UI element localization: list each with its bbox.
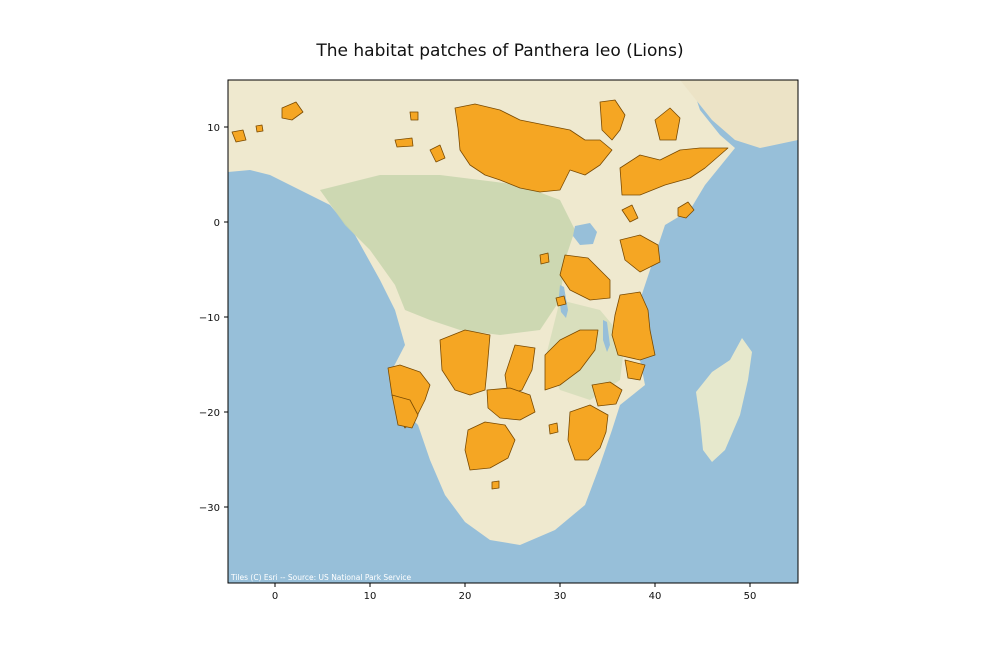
- x-axis: 0 10 20 30 40 50: [272, 583, 757, 602]
- habitat-patch-kenya: [621, 204, 639, 223]
- y-tick-label: 0: [214, 218, 220, 229]
- habitat-patch-ethiopia-north: [654, 107, 681, 141]
- lake-victoria: [573, 223, 597, 245]
- y-tick-label: 10: [207, 123, 220, 134]
- y-axis: 10 0 −10 −20 −30: [199, 123, 228, 514]
- habitat-patch-kalahari: [464, 421, 516, 471]
- habitat-patch-zambia-2: [504, 344, 536, 396]
- habitat-patch-tanzania-south: [611, 291, 656, 361]
- lake-malawi: [603, 320, 610, 352]
- habitat-patch-tanzania-north: [559, 254, 611, 301]
- habitat-patch-zimbabwe-moz: [567, 404, 609, 461]
- habitat-patch-zambia: [544, 329, 599, 391]
- x-tick-label: 30: [554, 591, 567, 602]
- habitat-patch-small-3: [255, 124, 264, 133]
- axes-frame: [227, 79, 799, 584]
- madagascar-land: [696, 338, 752, 462]
- habitat-patch-mozambique-central: [591, 381, 623, 407]
- habitat-patch-chad-west: [429, 144, 446, 163]
- habitat-patch-kenya-2: [619, 234, 661, 273]
- habitat-patch-small-2: [409, 111, 419, 121]
- x-tick-label: 40: [649, 591, 662, 602]
- habitat-patch-sudan-east: [599, 99, 626, 141]
- x-tick-label: 10: [364, 591, 377, 602]
- x-tick-label: 0: [272, 591, 278, 602]
- x-tick-label: 20: [459, 591, 472, 602]
- habitat-patch-small-5: [555, 295, 567, 307]
- y-tick-label: −10: [199, 313, 220, 324]
- habitat-patch-ethiopia-south: [619, 147, 729, 196]
- habitat-patch-mozambique-north: [624, 359, 646, 381]
- habitat-patch-small-6: [548, 422, 559, 435]
- vegetation-zone: [320, 175, 575, 335]
- arabia-land: [680, 80, 798, 148]
- habitat-patch-namibia: [391, 394, 419, 429]
- habitat-patch-small-1: [394, 137, 414, 148]
- habitat-patch-angola-east: [439, 329, 491, 396]
- map-title: The habitat patches of Panthera leo (Lio…: [316, 41, 684, 61]
- habitat-patch-small-4: [539, 252, 550, 265]
- y-tick-label: −30: [199, 503, 220, 514]
- x-tick-label: 50: [744, 591, 757, 602]
- habitat-patch-botswana: [486, 387, 536, 421]
- habitat-patch-west-africa: [231, 129, 247, 143]
- habitat-patch-niger: [281, 101, 304, 121]
- habitat-patch-somalia: [677, 201, 695, 219]
- map-attribution: Tiles (C) Esri -- Source: US National Pa…: [230, 573, 412, 582]
- habitat-patch-sahel-central: [454, 103, 613, 193]
- habitat-patch-small-7: [491, 480, 500, 490]
- y-tick-label: −20: [199, 408, 220, 419]
